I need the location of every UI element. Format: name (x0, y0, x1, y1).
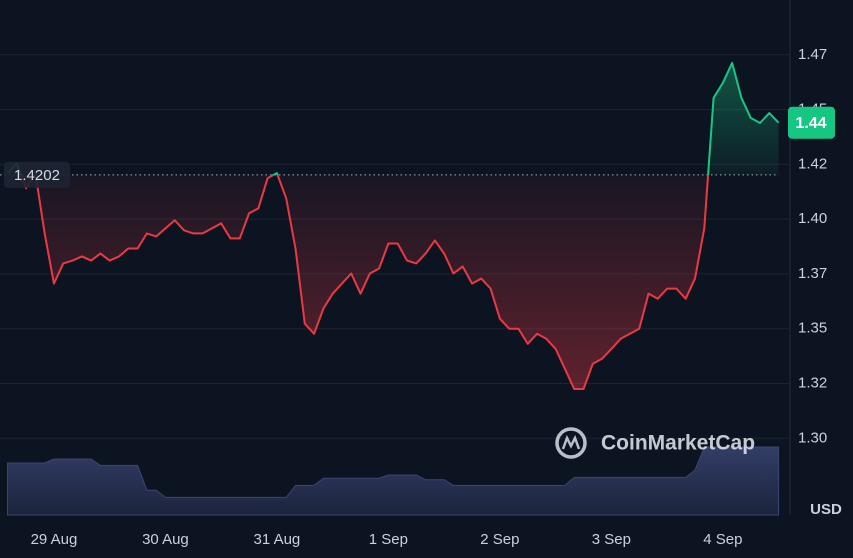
y-tick-label: 1.47 (798, 46, 827, 63)
baseline-label: 1.4202 (14, 167, 60, 184)
x-tick-label: 29 Aug (31, 531, 78, 548)
y-tick-label: 1.37 (798, 265, 827, 282)
y-tick-label: 1.32 (798, 374, 827, 391)
x-tick-label: 2 Sep (480, 531, 519, 548)
price-area (7, 62, 779, 389)
price-line (6, 61, 780, 390)
y-tick-label: 1.35 (798, 320, 827, 337)
last-price-tag (788, 106, 835, 139)
x-tick-label: 30 Aug (142, 531, 189, 548)
x-tick-label: 1 Sep (369, 531, 408, 548)
x-tick-label: 4 Sep (703, 531, 742, 548)
watermark-logo-mark (561, 434, 581, 450)
x-tick-label: 3 Sep (592, 531, 631, 548)
y-tick-label: 1.40 (798, 210, 827, 227)
watermark: CoinMarketCap (555, 427, 755, 459)
watermark-text: CoinMarketCap (601, 432, 755, 455)
y-tick-label: 1.30 (798, 429, 827, 446)
x-tick-label: 31 Aug (254, 531, 301, 548)
y-tick-label: 1.42 (798, 155, 827, 172)
watermark-logo (555, 427, 587, 459)
last-price-label: 1.44 (795, 115, 826, 132)
baseline-label-box (4, 161, 70, 188)
volume-area (7, 446, 780, 516)
currency-label: USD (810, 501, 842, 518)
